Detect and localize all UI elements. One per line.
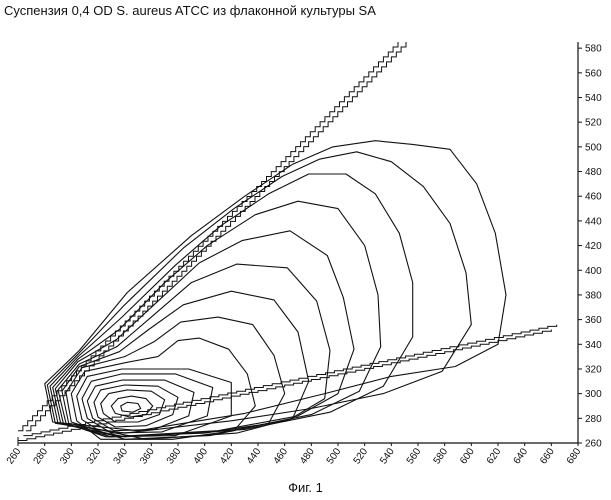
contour-line-5 — [87, 380, 194, 431]
y-tick-label: 560 — [585, 68, 602, 79]
x-axis: 260 280 300 320 340 360 380 400 420 440 460 480 500 5… — [5, 443, 584, 466]
x-tick-label: 340 — [112, 446, 131, 466]
y-tick-label: 260 — [585, 439, 602, 450]
x-tick-label: 660 — [538, 446, 557, 466]
y-tick-label: 460 — [585, 192, 602, 203]
x-tick-label: 540 — [378, 446, 397, 466]
contour-line-12 — [55, 231, 354, 437]
y-tick-label: 540 — [585, 93, 602, 104]
x-tick-label: 280 — [32, 446, 51, 466]
x-tick-label: 480 — [298, 446, 317, 466]
y-tick-label: 440 — [585, 216, 602, 227]
x-tick-label: 320 — [85, 446, 104, 466]
x-tick-label: 560 — [405, 446, 424, 466]
y-tick-label: 280 — [585, 414, 602, 425]
x-tick-label: 600 — [458, 446, 477, 466]
x-tick-label: 260 — [5, 446, 24, 466]
y-tick-label: 480 — [585, 167, 602, 178]
x-tick-label: 420 — [218, 446, 237, 466]
contour-line-1 — [121, 402, 141, 412]
x-tick-label: 640 — [512, 446, 531, 466]
y-tick-label: 320 — [585, 364, 602, 375]
y-tick-label: 380 — [585, 290, 602, 301]
x-tick-label: 440 — [245, 446, 264, 466]
y-tick-label: 400 — [585, 266, 602, 277]
x-tick-label: 620 — [485, 446, 504, 466]
x-tick-label: 580 — [432, 446, 451, 466]
y-tick-label: 520 — [585, 118, 602, 129]
y-tick-label: 300 — [585, 389, 602, 400]
y-axis: 260 280 300 320 340 360 380 400 420 440 460 480 500 5… — [578, 44, 602, 450]
figure-caption: Фиг. 1 — [0, 480, 611, 495]
x-tick-label: 680 — [565, 446, 584, 466]
scatter-bands — [18, 42, 557, 441]
contour-lines — [45, 141, 506, 440]
y-tick-label: 580 — [585, 44, 602, 55]
x-tick-label: 460 — [272, 446, 291, 466]
y-tick-label: 500 — [585, 142, 602, 153]
y-tick-label: 340 — [585, 340, 602, 351]
y-tick-label: 420 — [585, 241, 602, 252]
x-tick-label: 520 — [352, 446, 371, 466]
contour-line-2 — [111, 396, 152, 417]
y-tick-label: 360 — [585, 315, 602, 326]
x-tick-label: 380 — [165, 446, 184, 466]
x-tick-label: 400 — [192, 446, 211, 466]
lower-band-outer — [18, 330, 551, 441]
x-tick-label: 360 — [138, 446, 157, 466]
x-tick-label: 300 — [58, 446, 77, 466]
x-tick-label: 500 — [325, 446, 344, 466]
